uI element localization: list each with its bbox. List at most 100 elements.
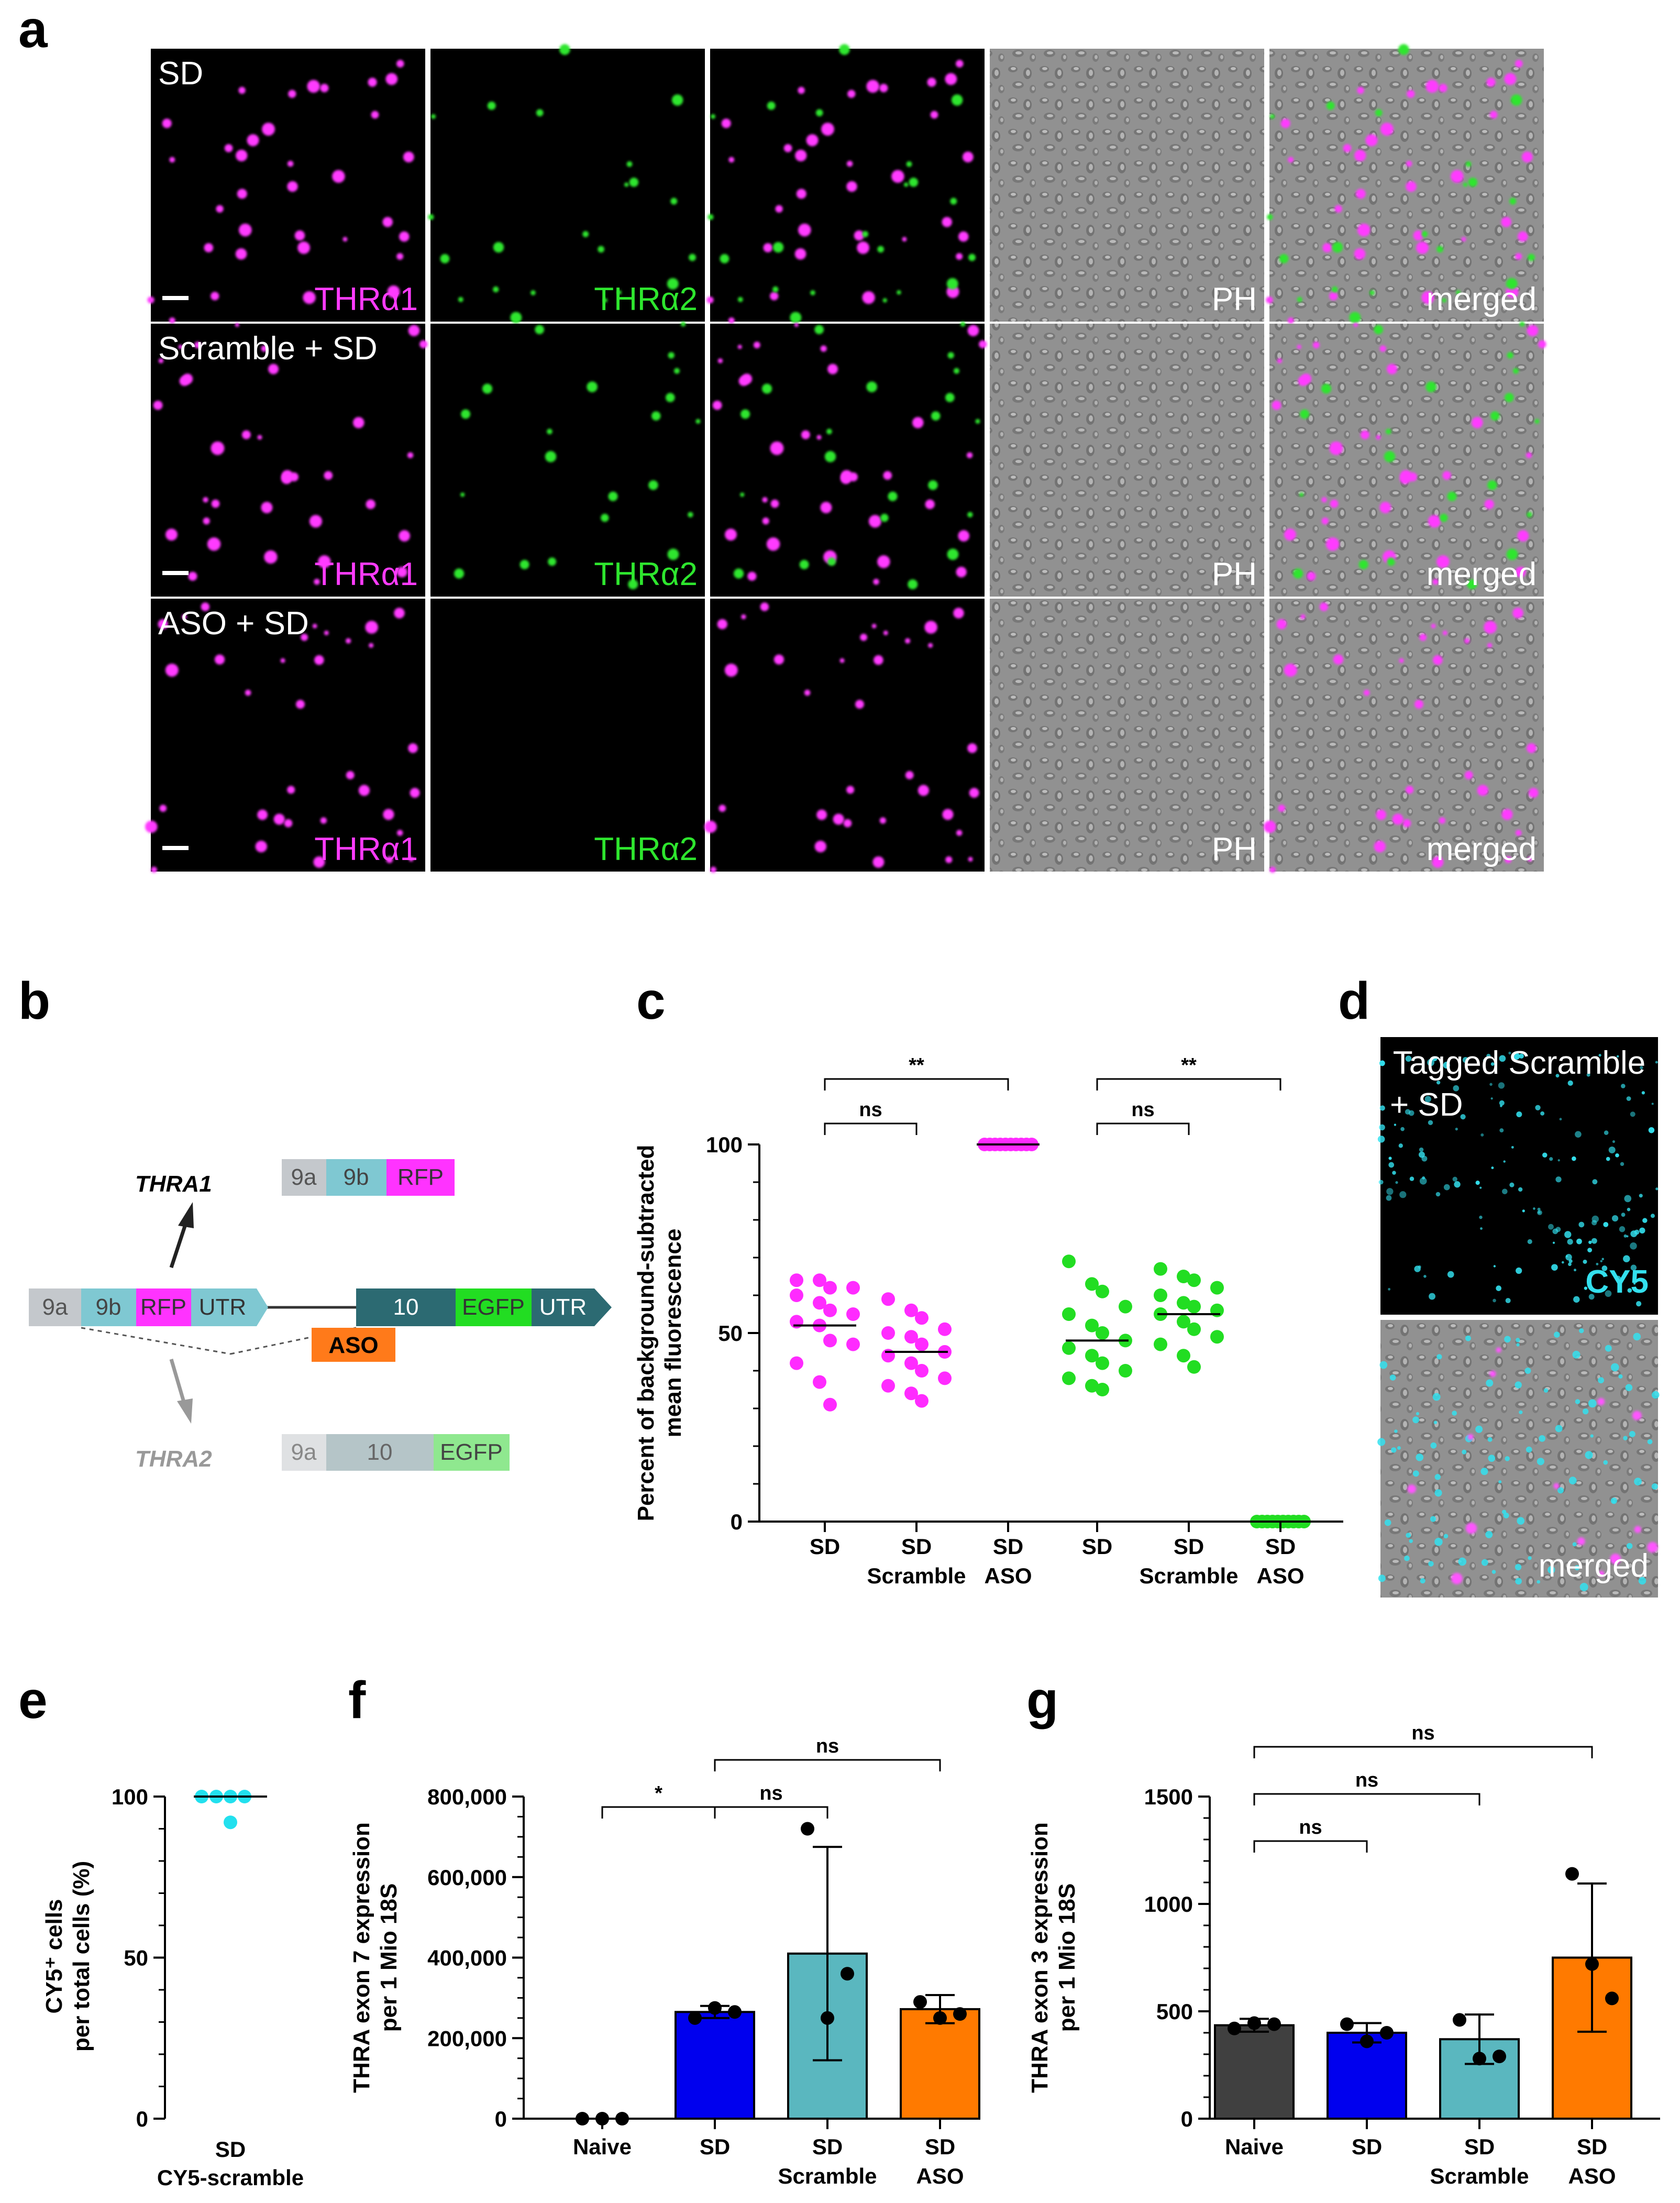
cy5-cell: [1409, 1539, 1413, 1543]
cy5-cell: [1567, 1239, 1573, 1245]
cy5-cell: [1512, 1052, 1520, 1060]
thra2-cell: [1468, 178, 1478, 187]
data-point: [881, 1379, 895, 1393]
thra1-cell: [1360, 430, 1369, 439]
thra1-cell: [962, 151, 974, 163]
thra1-cell: [814, 840, 826, 853]
cy5-cell: [1384, 1519, 1391, 1526]
thra1-cell: [383, 809, 394, 820]
thra1-cell: [801, 430, 810, 439]
cy5-cell: [1504, 1336, 1511, 1343]
thra1-cell: [1380, 123, 1394, 136]
cy5-cell: [1486, 1379, 1494, 1387]
thra1-cell: [352, 417, 364, 428]
thra1-cell: [868, 515, 882, 528]
thra2-cell: [689, 254, 696, 261]
thra2-cell: [548, 557, 557, 566]
thra1-cell: [1297, 345, 1301, 349]
thra1-cell: [1515, 566, 1526, 578]
thra2-cell: [1321, 383, 1332, 394]
thra1-cell: [706, 296, 714, 304]
thra2-cell: [1374, 325, 1384, 335]
data-point: [1085, 1379, 1099, 1393]
cy5-cell: [1638, 1577, 1646, 1585]
cy5-cell: [1572, 1542, 1577, 1547]
data-point: [821, 2011, 834, 2025]
thra2-cell: [790, 312, 802, 324]
thra1-cell: [313, 856, 325, 868]
thra1-cell: [796, 189, 806, 199]
thra1-cell: [763, 243, 773, 252]
data-point: [1267, 2017, 1281, 2031]
y-axis-label: mean fluorescence: [660, 1229, 686, 1438]
thra1-cell: [770, 499, 779, 508]
thra1-cell: [410, 788, 420, 798]
thra1-cell: [816, 435, 822, 440]
data-point: [1177, 1315, 1190, 1329]
cy5-cell: [1378, 1180, 1384, 1185]
data-point: [938, 1322, 952, 1336]
channel-label: THRα2: [594, 831, 698, 867]
cy5-cell: [1555, 1074, 1560, 1078]
cy5-cell: [1515, 1381, 1522, 1389]
thra1-cell: [399, 530, 411, 542]
thra1-cell: [1399, 658, 1404, 663]
thra1-cell: [1374, 840, 1386, 853]
thra1-cell: [717, 619, 727, 630]
thra1-cell: [153, 400, 163, 410]
cy5-cell: [1540, 1111, 1545, 1116]
thra1-cell: [969, 788, 979, 798]
significance-bracket: [1253, 1793, 1480, 1805]
exon-9a-label: 9a: [42, 1294, 68, 1320]
cy5-cell: [1501, 1510, 1507, 1514]
cy5-cell: [1436, 1354, 1442, 1360]
y-tick-label: 400,000: [427, 1946, 507, 1970]
thra2-cell: [897, 290, 901, 295]
significance-label: ns: [859, 1099, 882, 1121]
data-point: [1096, 1326, 1109, 1340]
exon-9b-label: 9b: [96, 1294, 121, 1320]
thra1-cell: [1333, 654, 1344, 665]
data-point: [1154, 1262, 1167, 1276]
thra1-cell: [408, 856, 414, 862]
thra2-cell: [667, 278, 679, 290]
cy5-cell: [1480, 1227, 1483, 1230]
thra1-arrowhead: [178, 1202, 194, 1228]
y-tick-label: 100: [112, 1785, 148, 1809]
cy5-cell: [1432, 1056, 1438, 1062]
thra2-cell: [648, 480, 658, 490]
data-point: [1177, 1349, 1190, 1363]
phase-contrast-image: [1269, 324, 1544, 597]
category-label: SD: [812, 2134, 843, 2159]
aso-block: [312, 1328, 395, 1362]
splice-line: [81, 1327, 231, 1355]
cy5-cell: [1537, 1458, 1544, 1466]
category-label: Scramble: [1139, 1563, 1238, 1588]
thra1-cell: [945, 856, 953, 863]
cy5-cell: [1516, 1338, 1520, 1342]
thra2-cell: [928, 480, 938, 490]
data-point: [813, 1375, 826, 1389]
cy5-cell: [1623, 1234, 1627, 1238]
cy5-cell: [1633, 1282, 1636, 1285]
cy5-cell: [1605, 1290, 1612, 1297]
thra1-cell: [1288, 157, 1294, 163]
cy5-cell: [1483, 1059, 1486, 1062]
thra1-cell: [408, 325, 420, 336]
cy5-cell: [1596, 1262, 1599, 1265]
exon-9b: [326, 1159, 386, 1196]
cy5-cell: [1405, 1055, 1412, 1062]
cy5-cell: [1491, 1570, 1496, 1574]
thra1-cell: [1355, 189, 1366, 199]
channel-label: merged: [1427, 281, 1537, 317]
thra1-cell: [179, 376, 190, 386]
thra2-cell: [520, 559, 529, 569]
thra2-cell: [1510, 94, 1522, 106]
thra2-cell: [866, 381, 877, 392]
channel-label: THRα1: [314, 556, 418, 592]
thra1-cell: [854, 230, 865, 241]
thra2-cell: [1398, 44, 1409, 55]
thra1-cell: [320, 817, 327, 824]
phase-contrast-image: [990, 599, 1264, 872]
thra1-cell: [1487, 643, 1493, 648]
